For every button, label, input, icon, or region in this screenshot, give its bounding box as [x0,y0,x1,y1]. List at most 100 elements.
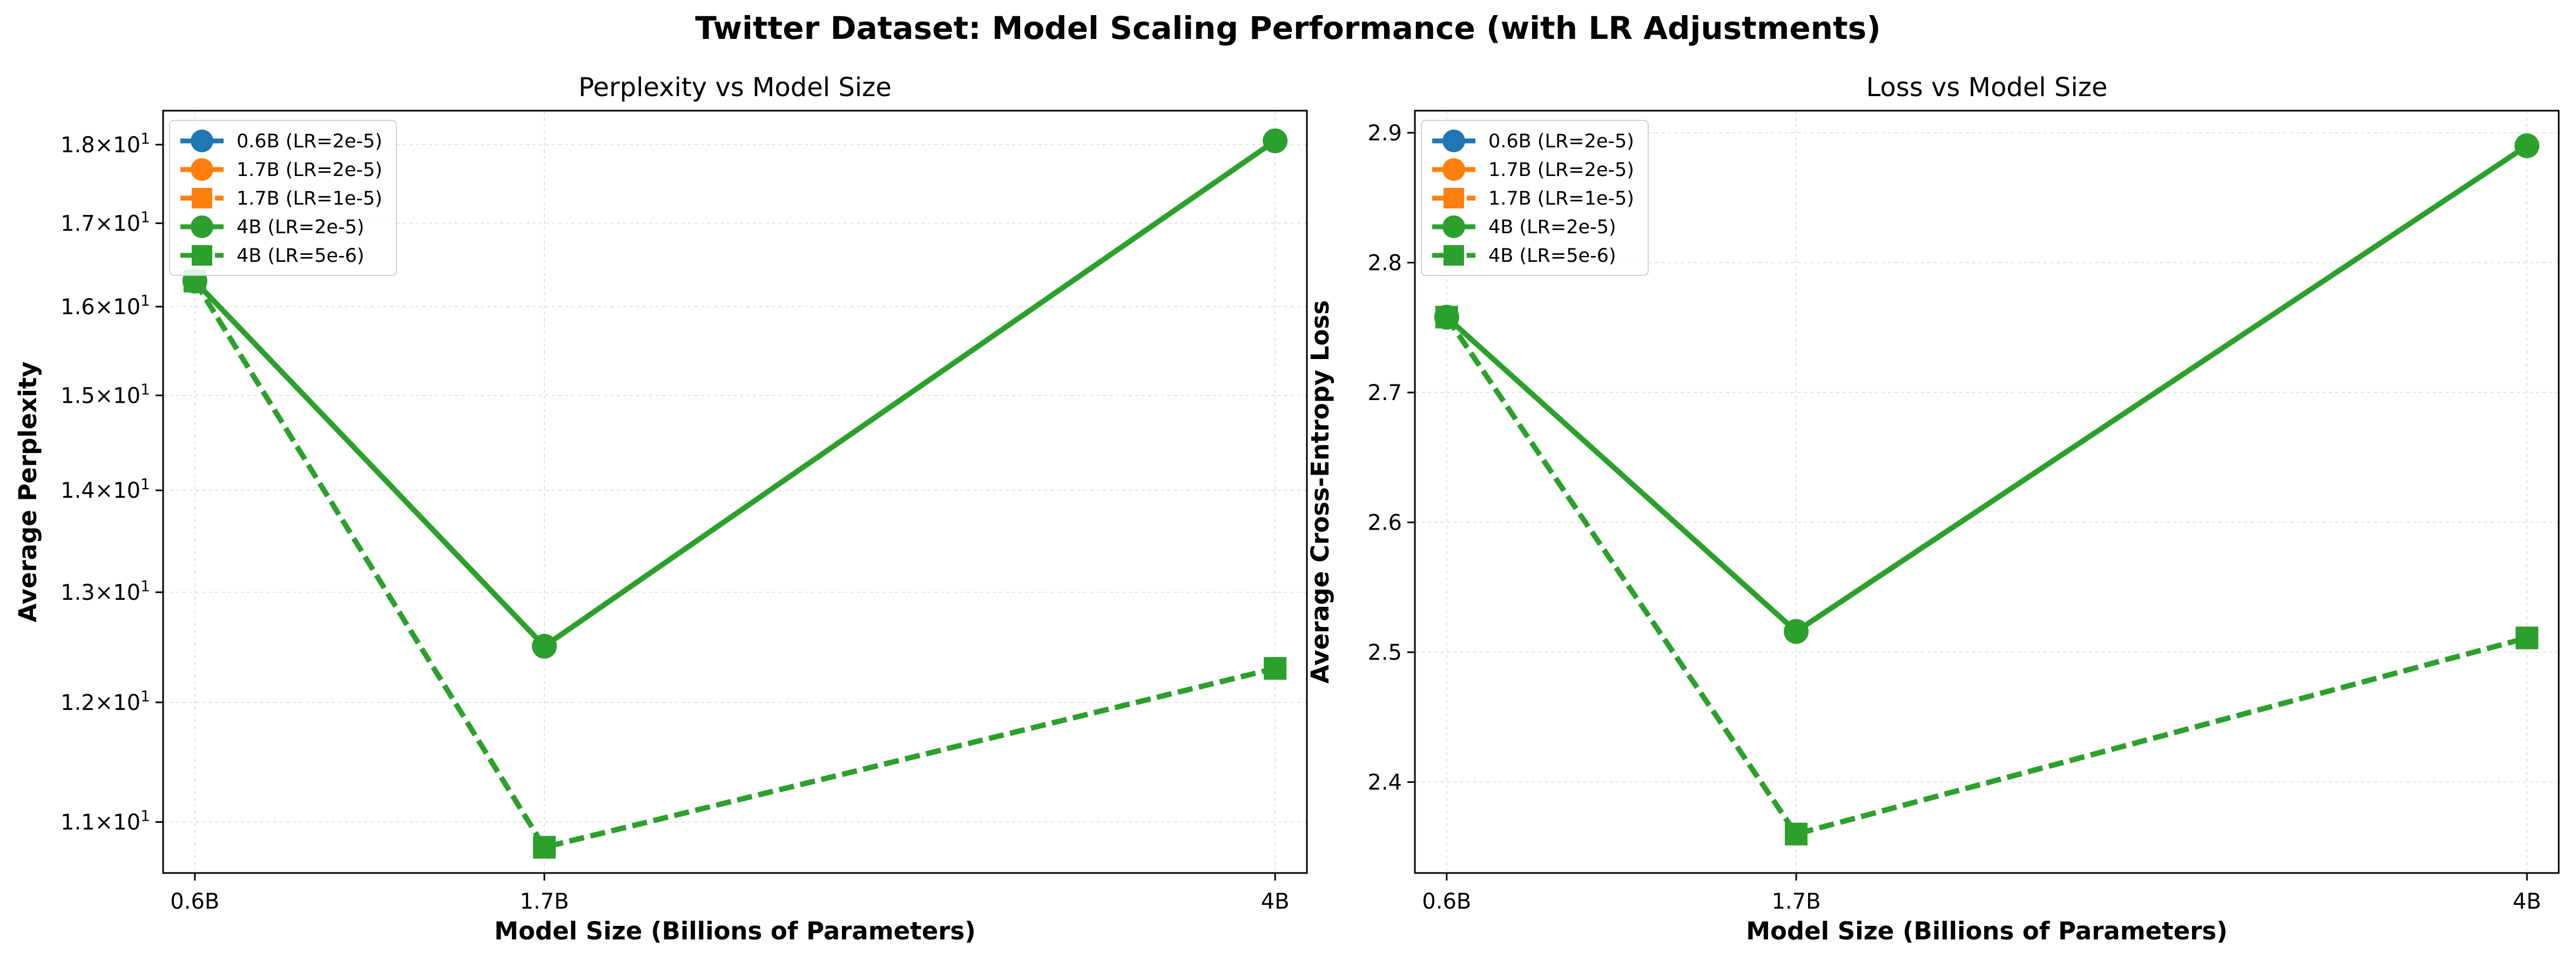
y-tick-times: × [95,212,113,236]
perplexity-y-axis-label: Average Perplexity [14,361,42,622]
perplexity-chart-title: Perplexity vs Model Size [578,72,892,103]
perplexity-legend-item: 1.7B (LR=2e-5) [180,158,382,181]
perplexity-series-line [192,280,1276,850]
loss-legend-item: 1.7B (LR=1e-5) [1432,188,1634,209]
perplexity-y-tick-label: 1.4×101 [60,475,150,503]
perplexity-chart-panel: 0.6B 1.7B 4B1.1×1011.2×1011.3×1011.4×1011.… [14,72,1308,945]
y-tick-exponent: 1 [140,208,150,226]
perplexity-plot-frame [162,110,1308,874]
loss-legend-label: 4B (LR=2e-5) [1488,216,1616,238]
perplexity-legend-item: 0.6B (LR=2e-5) [180,130,382,152]
perplexity-series-4b-lr-2e-5 [182,128,1288,659]
y-tick-mantissa: 1.4 [60,478,95,503]
y-tick-exponent: 1 [140,380,150,398]
perplexity-legend-marker [191,215,213,238]
y-tick-base: 10 [113,580,140,605]
perplexity-data-point [1264,657,1287,680]
loss-legend-item: 4B (LR=2e-5) [1432,215,1616,238]
loss-series [1434,133,2540,845]
loss-legend-marker [1442,130,1465,152]
loss-legend-item: 0.6B (LR=2e-5) [1432,130,1634,152]
y-tick-exponent: 1 [140,807,150,825]
perplexity-legend-label: 0.6B (LR=2e-5) [237,131,382,152]
perplexity-y-tick-label: 1.8×101 [60,130,150,158]
perplexity-legend-item: 1.7B (LR=1e-5) [180,188,382,209]
loss-legend-label: 0.6B (LR=2e-5) [1488,131,1634,152]
perplexity-x-axis-ticks: 0.6B 1.7B 4B [170,873,1290,914]
loss-legend-label: 1.7B (LR=1e-5) [1488,188,1634,209]
loss-legend-item: 1.7B (LR=2e-5) [1432,158,1634,181]
loss-legend-marker [1442,215,1465,238]
loss-series-line [1444,315,2528,837]
perplexity-x-axis-label: Model Size (Billions of Parameters) [494,917,976,945]
loss-y-tick-label: 2.9 [1367,121,1402,146]
loss-x-tick-label: 1.7B [1771,889,1820,914]
loss-y-axis-label: Average Cross-Entropy Loss [1306,300,1334,683]
loss-y-axis-ticks: 2.4 2.5 2.6 2.7 2.8 2.9 [1367,121,1415,795]
loss-data-point [1435,306,1458,329]
perplexity-legend-frame [169,120,397,276]
perplexity-legend-marker [191,130,213,152]
y-tick-base: 10 [113,478,140,503]
perplexity-legend-marker [191,158,213,181]
perplexity-legend-item: 4B (LR=5e-6) [180,245,365,267]
perplexity-data-point [532,633,557,659]
loss-chart-panel: 0.6B 1.7B 4B 2.4 2.5 2.6 2.7 2.8 2.9 Loss vs Mode… [1306,72,2560,945]
perplexity-y-tick-label: 1.3×101 [60,577,150,605]
loss-series-4b-lr-5e-6 [1435,306,2539,845]
loss-data-point [2516,626,2539,649]
y-tick-mantissa: 1.5 [60,383,95,408]
y-tick-times: × [95,810,113,835]
loss-plot-frame [1414,110,2560,874]
y-tick-times: × [95,478,113,503]
loss-legend-label: 1.7B (LR=2e-5) [1488,159,1634,181]
y-tick-mantissa: 1.8 [60,133,95,158]
perplexity-x-tick-label: 4B [1261,889,1290,914]
loss-data-point [1784,619,1809,644]
loss-legend-label: 4B (LR=5e-6) [1488,245,1616,267]
y-tick-times: × [95,295,113,320]
perplexity-legend-marker [192,188,212,208]
perplexity-data-point [1263,128,1288,153]
loss-y-tick-label: 2.7 [1367,381,1402,405]
perplexity-y-tick-label: 1.7×101 [60,208,150,236]
perplexity-legend-marker [192,245,212,266]
perplexity-legend-label: 1.7B (LR=1e-5) [237,188,382,209]
perplexity-legend-label: 4B (LR=2e-5) [237,216,365,238]
loss-x-tick-label: 0.6B [1422,889,1471,914]
perplexity-y-axis-ticks: 1.1×1011.2×1011.3×1011.4×1011.5×1011.6×1… [60,130,163,835]
y-tick-times: × [95,580,113,605]
perplexity-legend-item: 4B (LR=2e-5) [180,215,365,238]
y-tick-exponent: 1 [140,292,150,309]
y-tick-times: × [95,691,113,715]
loss-x-axis-ticks: 0.6B 1.7B 4B [1422,873,2541,914]
perplexity-data-point [533,836,556,859]
y-tick-base: 10 [113,295,140,320]
loss-y-tick-label: 2.8 [1367,251,1402,275]
perplexity-y-tick-label: 1.1×101 [60,807,150,835]
perplexity-legend-label: 1.7B (LR=2e-5) [237,159,382,181]
loss-legend-frame [1421,120,1649,276]
loss-legend-item: 4B (LR=5e-6) [1432,245,1616,267]
perplexity-legend: 0.6B (LR=2e-5) 1.7B (LR=2e-5) 1.7B (LR=1e-… [169,120,397,276]
y-tick-mantissa: 1.7 [60,212,95,236]
y-tick-times: × [95,133,113,158]
loss-x-tick-label: 4B [2513,889,2541,914]
y-tick-exponent: 1 [140,577,150,595]
loss-y-tick-label: 2.4 [1367,770,1402,795]
y-tick-base: 10 [113,810,140,835]
y-tick-exponent: 1 [140,130,150,147]
y-tick-mantissa: 1.3 [60,580,95,605]
loss-data-point [2514,133,2540,158]
loss-legend-marker [1442,158,1465,181]
loss-legend-marker [1444,188,1464,208]
y-tick-exponent: 1 [140,687,150,705]
perplexity-legend-label: 4B (LR=5e-6) [237,245,365,267]
y-tick-mantissa: 1.2 [60,691,95,715]
loss-x-axis-label: Model Size (Billions of Parameters) [1746,917,2228,945]
y-tick-mantissa: 1.1 [60,810,95,835]
perplexity-y-tick-label: 1.6×101 [60,292,150,320]
y-tick-times: × [95,383,113,408]
loss-chart-title: Loss vs Model Size [1866,72,2107,103]
